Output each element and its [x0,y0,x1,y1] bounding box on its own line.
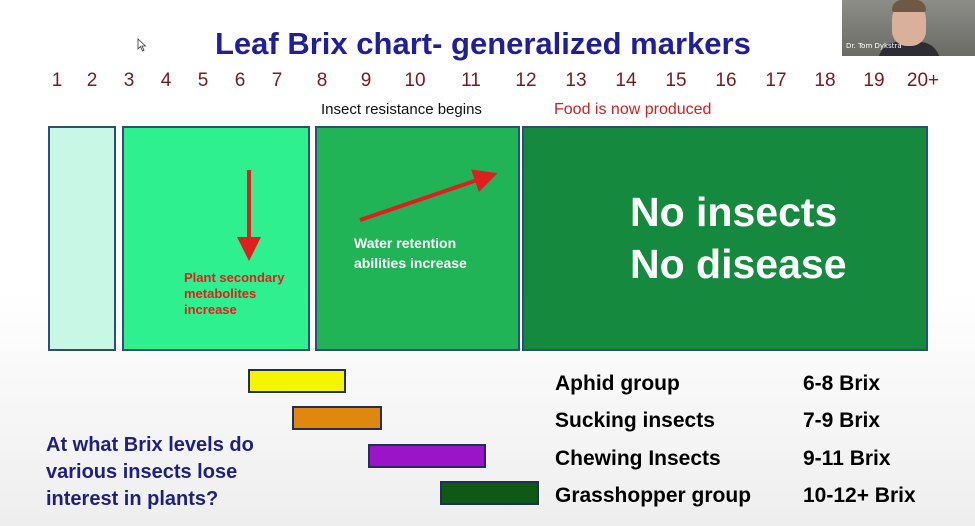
mouse-cursor-icon [137,38,147,52]
scale-number: 9 [360,70,372,91]
secondary-metabolites-text: Plant secondary metabolites increase [184,270,284,318]
brix-zone-12-plus [522,126,928,351]
sucking-range-bar [292,406,382,430]
sucking-insects-name: Sucking insects [555,409,715,432]
scale-number: 6 [234,70,246,91]
no-insects-no-disease-text: No insects No disease [630,186,847,290]
aphid-range-bar [248,369,346,393]
chewing-insects-range: 9-11 Brix [803,447,891,470]
scale-number: 20+ [906,70,940,91]
water-retention-line: Water retention [354,235,457,251]
question-line: At what Brix levels do [46,434,254,456]
scale-number: 14 [615,70,637,91]
scale-number: 12 [515,70,537,91]
presenter-label: Dr. Tom Dykstra [846,42,902,50]
question-line: interest in plants? [46,488,219,510]
presenter-hair [892,0,926,12]
insect-resistance-label: Insect resistance begins [321,101,482,118]
brix-zone-8-11 [315,126,520,351]
aphid-group-name: Aphid group [555,372,680,395]
metabolites-line: Plant secondary [184,270,285,285]
metabolites-line: metabolites [184,286,257,301]
no-insects-line: No insects [630,189,838,235]
scale-number: 17 [765,70,787,91]
question-line: various insects lose [46,461,238,483]
scale-number: 3 [123,70,135,91]
scale-number: 5 [197,70,209,91]
scale-number: 18 [814,70,836,91]
scale-number: 2 [86,70,98,91]
chewing-range-bar [368,444,486,468]
scale-number: 7 [271,70,283,91]
grasshopper-group-name: Grasshopper group [555,484,752,507]
brix-zone-1-2 [48,126,116,351]
no-disease-line: No disease [630,241,847,287]
scale-number: 4 [160,70,172,91]
metabolites-line: increase [184,302,237,317]
scale-number: 19 [863,70,885,91]
water-retention-text: Water retention abilities increase [354,233,467,273]
scale-number: 10 [404,70,426,91]
food-produced-label: Food is now produced [554,101,712,118]
aphid-group-range: 6-8 Brix [803,372,881,395]
presenter-webcam: Dr. Tom Dykstra [842,0,975,56]
scale-number: 8 [316,70,328,91]
scale-number: 13 [565,70,587,91]
scale-number: 11 [461,70,481,91]
brix-zone-3-7 [122,126,310,351]
scale-number: 1 [51,70,63,91]
sucking-insects-range: 7-9 Brix [803,409,881,432]
chewing-insects-name: Chewing Insects [555,447,721,470]
grasshopper-range-bar [440,481,539,505]
scale-number: 16 [715,70,737,91]
question-text: At what Brix levels do various insects l… [46,432,306,513]
water-retention-line: abilities increase [354,255,467,271]
slide-title: Leaf Brix chart- generalized markers [215,26,751,61]
grasshopper-group-range: 10-12+ Brix [803,484,916,507]
presenter-body [878,42,940,56]
scale-number: 15 [665,70,687,91]
